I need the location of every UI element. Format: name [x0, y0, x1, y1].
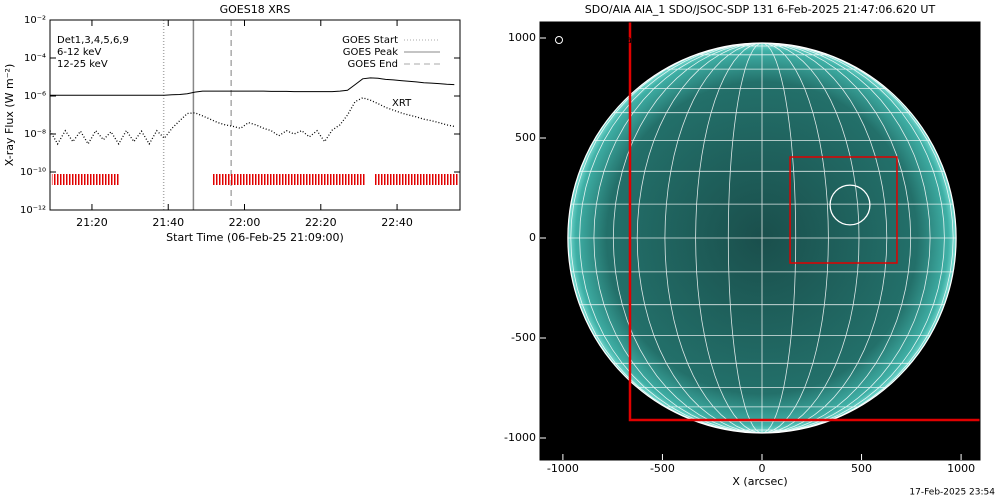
y-tick-label: 10⁻²: [24, 15, 46, 26]
y-axis-label: X-ray Flux (W m⁻²): [3, 64, 16, 166]
x-tick-label: 22:40: [381, 216, 413, 229]
chart-title: SDO/AIA AIA_1 SDO/JSOC-SDP 131 6-Feb-202…: [585, 3, 936, 16]
heliographic-grid: [567, 42, 957, 434]
plot-frame: [49, 19, 461, 211]
y-tick-label: -500: [511, 331, 536, 344]
solar-limb: [567, 42, 957, 434]
legend-label: AIA flare location: [566, 35, 651, 46]
x-tick-label: 21:20: [76, 216, 108, 229]
xrt-interval: [51, 174, 120, 185]
y-tick-label: 10⁻¹²: [20, 205, 46, 216]
plot-area: [50, 20, 459, 210]
y-tick-label: -1000: [504, 431, 536, 444]
x-tick-label: 22:20: [305, 216, 337, 229]
x-tick-label: -1000: [547, 462, 579, 475]
image-area: [540, 22, 980, 460]
y-tick-label: 10⁻⁸: [24, 129, 46, 140]
xrt-interval: [212, 174, 366, 185]
x-tick-label: 22:00: [229, 216, 261, 229]
x-tick-label: 500: [851, 462, 872, 475]
legend-symbol: [555, 36, 563, 44]
y-tick-label: 10⁻⁶: [24, 91, 46, 102]
x-axis-label: Start Time (06-Feb-25 21:09:00): [166, 231, 344, 244]
legend-label: GOES End: [348, 59, 398, 70]
legend-label: GOES Start: [342, 35, 398, 46]
y-tick-label: 500: [515, 131, 536, 144]
legend-label: GOES Peak: [343, 47, 398, 58]
series-line: [50, 77, 455, 96]
y-tick-label: 10⁻¹⁰: [20, 167, 46, 178]
footer: 17-Feb-2025 23:54: [909, 488, 995, 498]
region-box: [789, 156, 898, 264]
y-tick-label: 0: [529, 231, 536, 244]
legend-label: Det1,3,4,5,6,9: [57, 35, 129, 46]
annotation: XRT: [392, 98, 412, 109]
x-tick-label: -500: [650, 462, 675, 475]
flare-location: [829, 184, 871, 226]
x-tick-label: 21:40: [152, 216, 184, 229]
legend-label: 12-25 keV: [57, 59, 108, 70]
y-tick-label: 10⁻⁴: [24, 53, 46, 64]
xrt-interval: [374, 174, 459, 185]
plot-frame: [539, 21, 981, 461]
annotation: XRT FOV: [552, 423, 595, 434]
x-tick-label: 1000: [947, 462, 975, 475]
xrt-fov: [628, 22, 980, 422]
legend-label: 6-12 keV: [57, 47, 101, 58]
y-tick-label: 1000: [508, 31, 536, 44]
series-line: [50, 97, 455, 146]
x-tick-label: 0: [758, 462, 765, 475]
x-axis-label: X (arcsec): [732, 475, 787, 488]
chart-title: GOES18 XRS: [220, 3, 291, 16]
